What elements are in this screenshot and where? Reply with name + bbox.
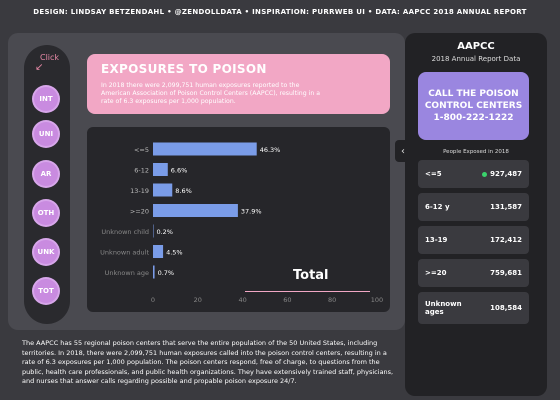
category-label: <=5 bbox=[134, 146, 149, 154]
bar bbox=[153, 245, 164, 258]
chart-title-underline bbox=[245, 291, 370, 292]
category-label: 13-19 bbox=[130, 187, 149, 195]
category-label: Unknown age bbox=[105, 269, 149, 277]
x-tick-label: 40 bbox=[238, 296, 246, 304]
bar bbox=[153, 142, 257, 156]
stat-value: 108,584 bbox=[490, 304, 522, 312]
nav-button-oth[interactable]: OTH bbox=[34, 201, 58, 225]
status-dot-icon bbox=[482, 171, 488, 177]
click-hint: Click bbox=[40, 53, 60, 62]
stat-label: 13-19 bbox=[425, 236, 448, 244]
stat-value: 131,587 bbox=[490, 203, 522, 211]
chart-title: Total bbox=[293, 268, 329, 283]
data-label: 8.6% bbox=[175, 187, 192, 195]
bar bbox=[153, 265, 155, 279]
data-label: 0.7% bbox=[158, 269, 175, 277]
category-label: 6-12 bbox=[134, 167, 149, 175]
nav-button-unk[interactable]: UNK bbox=[34, 240, 58, 264]
credits-bar: DESIGN: LINDSAY BETZENDAHL • @ZENDOLLDAT… bbox=[33, 8, 527, 16]
page-description: In 2018 there were 2,099,751 human expos… bbox=[101, 82, 321, 105]
stat-value: 927,487 bbox=[490, 170, 522, 178]
footer-text: The AAPCC has 55 regional poison centers… bbox=[22, 339, 394, 385]
bar bbox=[153, 183, 173, 197]
bar bbox=[153, 163, 168, 176]
bar bbox=[153, 224, 154, 238]
chart-card: <=5 46.3% 6-12 6.6% 13-19 8.6% >=20 37.9% Unknow… bbox=[87, 127, 390, 312]
data-label: 37.9% bbox=[241, 208, 262, 216]
nav-button-ar[interactable]: AR bbox=[34, 162, 58, 186]
stat-row: 6-12 y 131,587 bbox=[418, 193, 529, 221]
bar-chart: <=5 46.3% 6-12 6.6% 13-19 8.6% >=20 37.9% Unknow… bbox=[100, 142, 383, 304]
stat-row: 13-19 172,412 bbox=[418, 226, 529, 254]
people-exposed-title: People Exposed in 2018 bbox=[443, 149, 509, 155]
x-tick-label: 100 bbox=[371, 296, 383, 304]
call-line-2: CONTROL CENTERS bbox=[424, 101, 523, 111]
category-label: >=20 bbox=[130, 208, 149, 216]
data-label: 0.2% bbox=[156, 228, 173, 236]
stat-value: 759,681 bbox=[490, 269, 522, 277]
stat-row: >=20 759,681 bbox=[418, 259, 529, 287]
bar bbox=[153, 204, 238, 217]
call-line-3: 1-800-222-1222 bbox=[433, 113, 514, 123]
category-label: Unknown adult bbox=[100, 249, 149, 257]
x-tick-label: 0 bbox=[151, 296, 155, 304]
data-label: 6.6% bbox=[171, 167, 188, 175]
stat-row: Unknown ages 108,584 bbox=[418, 292, 529, 324]
stat-label: >=20 bbox=[425, 269, 447, 277]
chevron-left-icon[interactable]: ‹ bbox=[395, 140, 411, 162]
stat-label: Unknown ages bbox=[425, 300, 462, 316]
stat-value: 172,412 bbox=[490, 236, 522, 244]
nav-button-int[interactable]: INT bbox=[34, 87, 58, 111]
data-label: 4.5% bbox=[166, 249, 183, 257]
page-title: EXPOSURES TO POISON bbox=[101, 62, 267, 76]
stat-label: <=5 bbox=[425, 170, 442, 178]
panel-subtitle: 2018 Annual Report Data bbox=[431, 55, 521, 63]
x-tick-label: 20 bbox=[194, 296, 202, 304]
nav-button-tot[interactable]: TOT bbox=[34, 279, 58, 303]
curved-arrow-icon: ↙ bbox=[35, 62, 44, 73]
stat-row: <=5 927,487 bbox=[418, 160, 529, 188]
title-card: EXPOSURES TO POISON In 2018 there were 2… bbox=[87, 54, 390, 114]
data-label: 46.3% bbox=[260, 146, 281, 154]
call-poison-control-button[interactable]: CALL THE POISON CONTROL CENTERS 1-800-22… bbox=[418, 72, 529, 140]
panel-title: AAPCC bbox=[457, 41, 495, 52]
call-line-1: CALL THE POISON bbox=[428, 89, 519, 99]
stat-label: 6-12 y bbox=[425, 203, 450, 211]
category-label: Unknown child bbox=[101, 228, 149, 236]
x-tick-label: 80 bbox=[328, 296, 336, 304]
nav-button-uni[interactable]: UNI bbox=[34, 122, 58, 146]
x-tick-label: 60 bbox=[283, 296, 291, 304]
